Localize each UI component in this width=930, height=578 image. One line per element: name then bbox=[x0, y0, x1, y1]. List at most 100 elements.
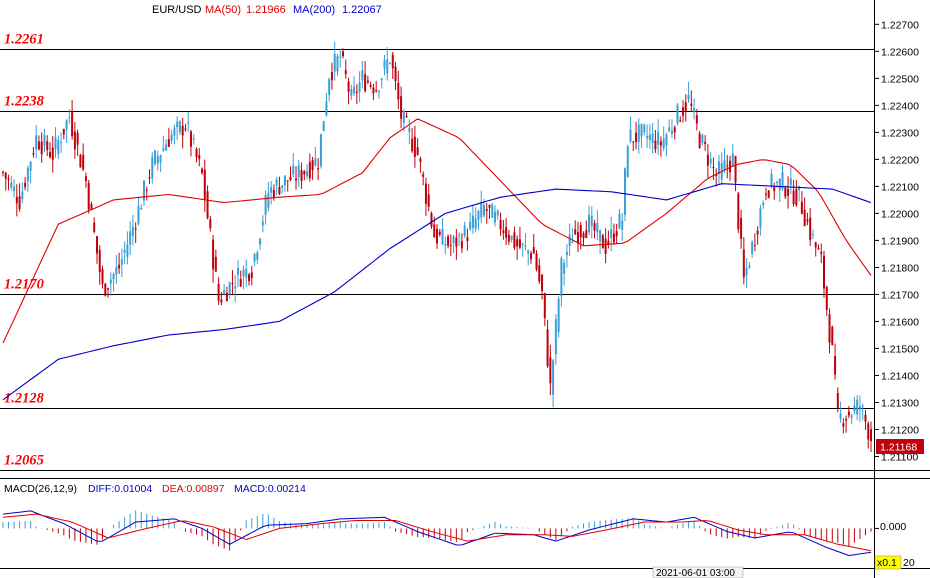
y-tick-label: 1.22300 bbox=[881, 127, 919, 139]
candle-body bbox=[529, 253, 532, 260]
candle-body bbox=[546, 329, 549, 367]
candle-body bbox=[76, 132, 79, 145]
candle-body bbox=[281, 185, 284, 188]
candle-body bbox=[596, 223, 599, 233]
candle-body bbox=[579, 225, 582, 238]
candle-body bbox=[93, 222, 96, 232]
candle-body bbox=[806, 219, 809, 222]
candle-body bbox=[408, 128, 411, 132]
candle-body bbox=[494, 211, 497, 223]
candle-body bbox=[455, 237, 458, 247]
candle-body bbox=[593, 223, 596, 231]
macd-label: MACD(26,12,9) bbox=[4, 483, 77, 495]
candle-body bbox=[731, 153, 734, 167]
candle-body bbox=[717, 161, 720, 174]
candle-body bbox=[756, 230, 759, 235]
candle-body bbox=[71, 112, 74, 137]
candle-body bbox=[181, 125, 184, 136]
candle-body bbox=[73, 131, 76, 150]
candle-body bbox=[640, 123, 643, 137]
candle-body bbox=[513, 232, 516, 248]
candle-body bbox=[712, 167, 715, 169]
candle-body bbox=[383, 60, 386, 69]
y-tick-label: 1.21800 bbox=[881, 262, 919, 274]
candles bbox=[2, 41, 872, 452]
candle-body bbox=[60, 141, 63, 143]
candle-body bbox=[704, 141, 707, 144]
candle-body bbox=[557, 298, 560, 332]
candle-body bbox=[781, 172, 784, 189]
candle-body bbox=[773, 186, 776, 192]
candle-body bbox=[762, 202, 765, 206]
level-label: 1.2238 bbox=[4, 94, 45, 110]
candle-body bbox=[87, 182, 90, 210]
candle-body bbox=[858, 406, 861, 409]
candle-body bbox=[167, 139, 170, 147]
candle-body bbox=[676, 104, 679, 124]
candle-body bbox=[723, 160, 726, 170]
candle-body bbox=[120, 259, 123, 265]
candle-body bbox=[427, 194, 430, 207]
candle-body bbox=[690, 103, 693, 106]
candle-body bbox=[751, 241, 754, 254]
candle-body bbox=[256, 252, 259, 260]
candle-body bbox=[84, 176, 87, 182]
candle-body bbox=[289, 176, 292, 181]
candle-body bbox=[369, 84, 372, 87]
candle-body bbox=[820, 252, 823, 254]
candle-body bbox=[740, 218, 743, 239]
candle-body bbox=[776, 181, 779, 183]
candle-body bbox=[342, 51, 345, 57]
candle-body bbox=[610, 229, 613, 239]
candle-body bbox=[297, 165, 300, 177]
zoom-badge[interactable] bbox=[874, 555, 902, 570]
candle-body bbox=[62, 128, 65, 135]
candle-body bbox=[419, 158, 422, 162]
candle-body bbox=[57, 140, 60, 155]
candle-body bbox=[787, 188, 790, 196]
candle-body bbox=[2, 172, 4, 174]
candle-body bbox=[745, 268, 748, 276]
candle-body bbox=[358, 82, 361, 92]
candle-body bbox=[502, 230, 505, 234]
candle-body bbox=[604, 238, 607, 254]
candle-body bbox=[659, 141, 662, 146]
candle-body bbox=[449, 245, 452, 247]
candle-body bbox=[795, 189, 798, 206]
candle-body bbox=[214, 256, 217, 272]
candle-body bbox=[646, 136, 649, 139]
candle-body bbox=[159, 155, 162, 163]
candle-body bbox=[314, 158, 317, 166]
y-tick-label: 1.21100 bbox=[881, 451, 918, 463]
candle-body bbox=[10, 182, 13, 188]
candle-body bbox=[488, 204, 491, 208]
candle-body bbox=[485, 209, 488, 211]
candle-body bbox=[353, 86, 356, 94]
candle-body bbox=[13, 186, 16, 191]
candle-body bbox=[505, 227, 508, 238]
candle-body bbox=[137, 205, 140, 224]
candle-body bbox=[234, 286, 237, 289]
candle-body bbox=[460, 241, 463, 249]
candle-body bbox=[474, 218, 477, 229]
candle-body bbox=[286, 180, 289, 182]
candle-body bbox=[192, 138, 195, 140]
current-price-text: 1.21168 bbox=[880, 442, 917, 454]
candle-body bbox=[789, 178, 792, 185]
y-tick-label: 1.22000 bbox=[881, 208, 919, 220]
candle-body bbox=[292, 165, 295, 175]
candle-body bbox=[355, 91, 358, 93]
candle-body bbox=[433, 224, 436, 238]
candle-body bbox=[590, 216, 593, 226]
candle-body bbox=[657, 131, 660, 145]
candle-body bbox=[90, 203, 93, 210]
candle-body bbox=[195, 149, 198, 158]
candle-body bbox=[107, 288, 110, 290]
candle-body bbox=[648, 134, 651, 140]
candle-body bbox=[679, 120, 682, 122]
candle-body bbox=[643, 125, 646, 133]
price-axis[interactable]: 1.22700 1.22600 1.22500 1.22400 1.22300 1.222… bbox=[874, 19, 919, 463]
candle-body bbox=[695, 115, 698, 124]
candle-body bbox=[853, 405, 856, 412]
candle-body bbox=[311, 160, 314, 171]
